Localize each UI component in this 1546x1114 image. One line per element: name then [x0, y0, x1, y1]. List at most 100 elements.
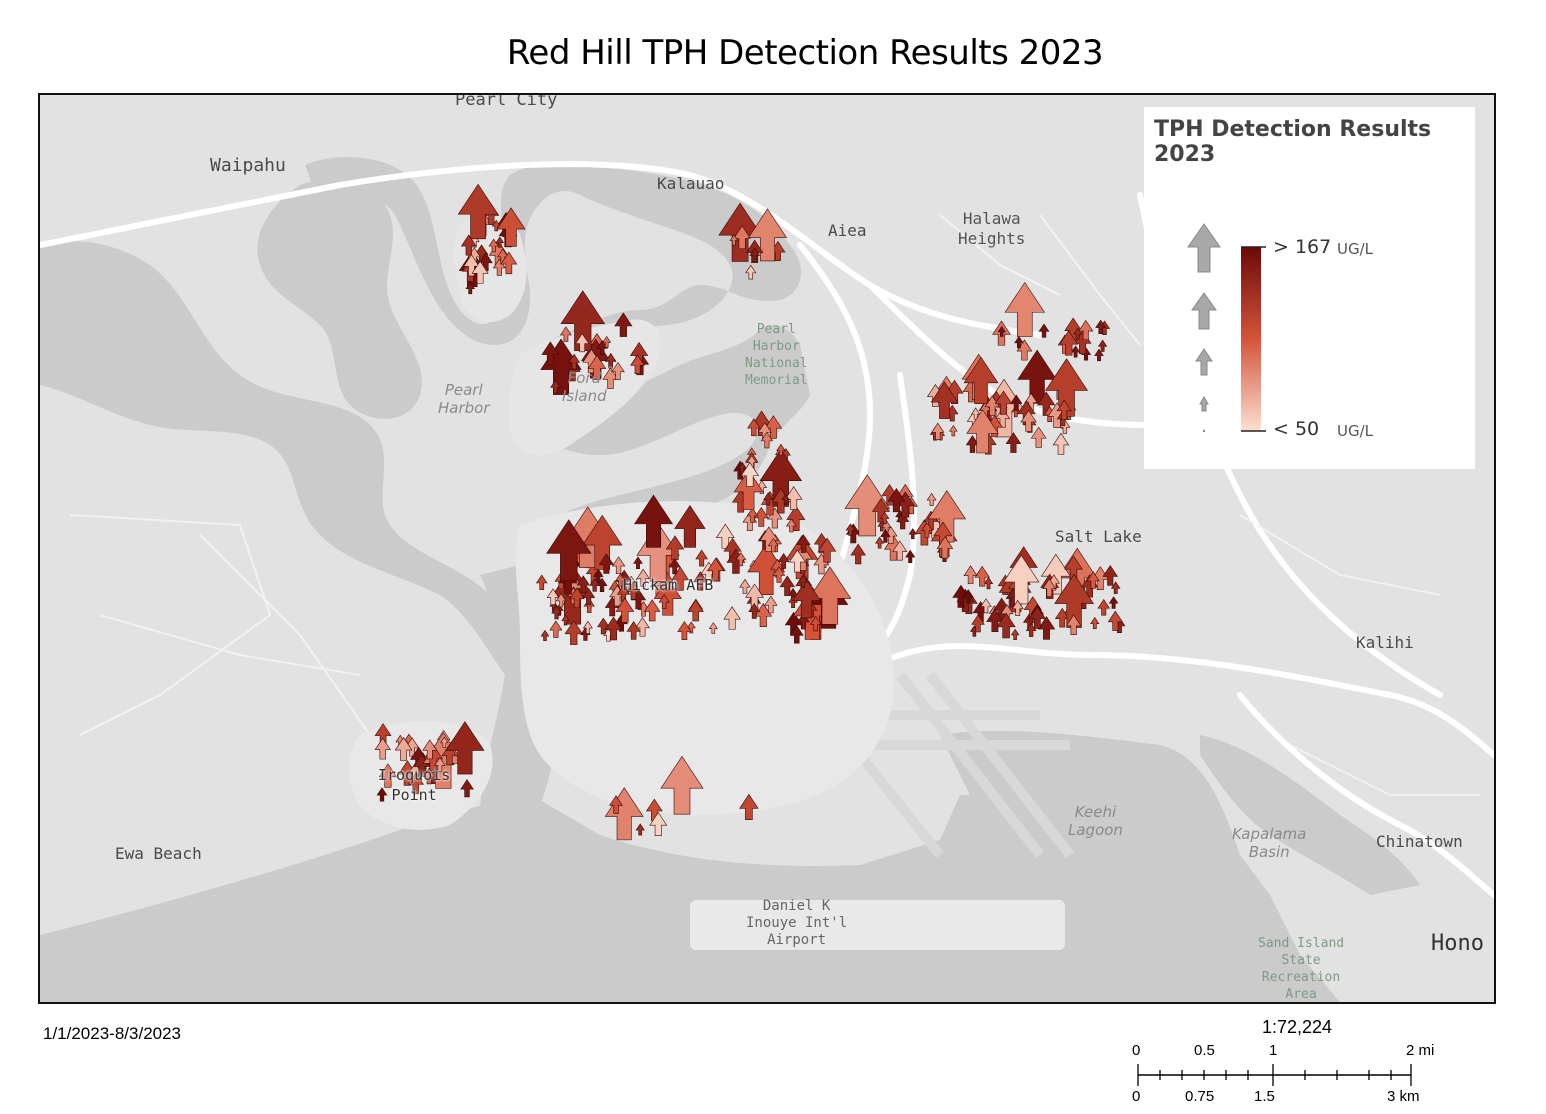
detection-arrow[interactable] [905, 549, 916, 563]
detection-arrow[interactable] [611, 361, 625, 380]
detection-arrow[interactable] [779, 575, 796, 597]
detection-arrow[interactable] [668, 558, 681, 575]
detection-arrow[interactable] [767, 537, 779, 553]
detection-arrow[interactable] [887, 487, 906, 513]
detection-arrow[interactable] [609, 795, 623, 814]
detection-arrow[interactable] [788, 595, 798, 608]
detection-arrow[interactable] [931, 422, 945, 440]
detection-arrow[interactable] [997, 325, 1006, 337]
detection-arrow[interactable] [541, 341, 560, 366]
detection-arrow[interactable] [614, 312, 633, 337]
detection-arrow[interactable] [602, 335, 612, 348]
detection-arrow[interactable] [764, 595, 778, 614]
detection-arrow[interactable] [908, 528, 918, 540]
detection-arrow[interactable] [930, 381, 959, 419]
detection-arrow[interactable] [576, 575, 590, 593]
detection-arrow[interactable] [687, 599, 704, 622]
detection-arrow[interactable] [788, 549, 806, 573]
detection-arrow[interactable] [540, 629, 550, 642]
detection-arrow[interactable] [739, 793, 759, 820]
detection-arrow[interactable] [492, 258, 506, 276]
detection-arrow[interactable] [1110, 581, 1121, 594]
detection-arrow[interactable] [785, 518, 797, 533]
detection-arrow[interactable] [1094, 348, 1104, 362]
detection-arrow[interactable] [1070, 345, 1081, 358]
detection-arrow[interactable] [797, 574, 808, 588]
detection-arrow[interactable] [422, 739, 438, 760]
detection-arrow[interactable] [569, 587, 585, 609]
detection-arrow[interactable] [748, 602, 761, 619]
detection-arrow[interactable] [634, 494, 674, 548]
detection-arrow[interactable] [643, 599, 661, 622]
detection-arrow[interactable] [635, 823, 645, 836]
detection-arrow[interactable] [434, 757, 446, 773]
detection-arrow[interactable] [1028, 605, 1046, 629]
detection-arrow[interactable] [747, 208, 787, 262]
detection-arrow[interactable] [592, 568, 604, 583]
detection-arrow[interactable] [706, 557, 725, 582]
detection-arrow[interactable] [1037, 391, 1056, 416]
detection-arrow[interactable] [558, 568, 578, 595]
detection-arrow[interactable] [963, 565, 978, 585]
detection-arrow[interactable] [636, 568, 650, 587]
detection-arrow[interactable] [746, 507, 759, 523]
detection-arrow[interactable] [546, 588, 560, 606]
detection-arrow[interactable] [1065, 614, 1082, 636]
detection-arrow[interactable] [1030, 426, 1047, 448]
detection-arrow[interactable] [376, 787, 388, 802]
detection-arrow[interactable] [658, 594, 670, 609]
detection-arrow[interactable] [1010, 628, 1020, 640]
detection-arrow[interactable] [1037, 616, 1056, 640]
detection-arrow[interactable] [1078, 319, 1094, 341]
detection-arrow[interactable] [535, 574, 548, 590]
detection-arrow[interactable] [550, 379, 561, 394]
detection-arrow[interactable] [1102, 564, 1119, 586]
detection-arrow[interactable] [749, 247, 761, 262]
detection-arrow[interactable] [962, 589, 974, 604]
detection-arrow[interactable] [936, 536, 954, 559]
detection-arrow[interactable] [1014, 335, 1024, 349]
detection-arrow[interactable] [1097, 598, 1110, 616]
detection-arrow[interactable] [574, 333, 590, 353]
detection-arrow[interactable] [733, 469, 764, 510]
detection-arrow[interactable] [549, 620, 563, 638]
detection-arrow[interactable] [546, 519, 592, 581]
detection-arrow[interactable] [791, 579, 821, 619]
detection-arrow[interactable] [742, 511, 758, 531]
detection-arrow[interactable] [496, 207, 526, 247]
detection-arrow[interactable] [457, 183, 499, 240]
map-frame[interactable]: Pearl City Waipahu Kalauao Aiea Halawa He… [38, 93, 1496, 1004]
detection-arrow[interactable] [996, 612, 1016, 639]
detection-arrow[interactable] [1108, 596, 1119, 609]
detection-arrow[interactable] [963, 356, 999, 405]
detection-arrow[interactable] [875, 536, 885, 549]
detection-arrow[interactable] [413, 753, 431, 777]
detection-arrow[interactable] [564, 620, 583, 645]
detection-arrow[interactable] [879, 511, 890, 525]
detection-arrow[interactable] [582, 620, 593, 634]
detection-arrow[interactable] [551, 605, 562, 620]
detection-arrow[interactable] [1042, 578, 1057, 598]
detection-arrow[interactable] [1090, 616, 1100, 630]
detection-arrow[interactable] [739, 578, 751, 594]
detection-arrow[interactable] [605, 353, 617, 367]
detection-arrow[interactable] [677, 620, 692, 641]
detection-arrow[interactable] [598, 553, 615, 574]
detection-arrow[interactable] [1025, 622, 1037, 637]
detection-arrow[interactable] [583, 597, 595, 613]
detection-arrow[interactable] [740, 462, 760, 487]
detection-arrow[interactable] [1005, 432, 1022, 453]
detection-arrow[interactable] [465, 281, 476, 295]
detection-arrow[interactable] [723, 606, 741, 630]
detection-arrow[interactable] [1020, 409, 1037, 432]
detection-arrow[interactable] [500, 251, 518, 275]
detection-arrow[interactable] [1004, 281, 1045, 337]
detection-arrow[interactable] [759, 526, 779, 552]
detection-arrow[interactable] [781, 493, 790, 505]
detection-arrow[interactable] [971, 614, 985, 633]
detection-arrow[interactable] [445, 721, 485, 775]
detection-arrow[interactable] [635, 617, 650, 637]
detection-arrow[interactable] [630, 354, 645, 375]
detection-arrow[interactable] [1095, 319, 1107, 334]
detection-arrow[interactable] [809, 615, 822, 632]
